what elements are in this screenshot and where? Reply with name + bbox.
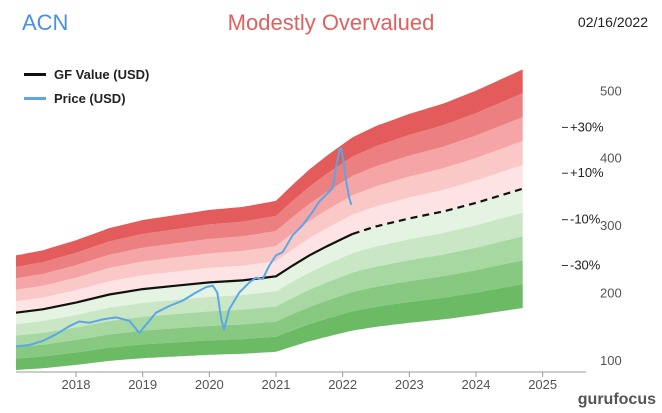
- overvalued-band-5: [16, 69, 523, 267]
- logo-part-guru: guru: [577, 391, 614, 408]
- chart-date: 02/16/2022: [577, 14, 648, 30]
- undervalued-band-5: [16, 284, 523, 370]
- overvalued-band-2: [16, 141, 523, 302]
- price-swatch: [24, 96, 46, 100]
- undervalued-band-1: [16, 188, 523, 325]
- undervalued-band-2: [16, 212, 523, 336]
- overvalued-band-4: [16, 93, 523, 279]
- undervalued-band-3: [16, 236, 523, 348]
- x-tick-label: 2021: [262, 377, 291, 392]
- band-label: +10%: [570, 165, 604, 180]
- x-tick-label: 2023: [395, 377, 424, 392]
- band-labels: +30% +10% -10% -30%: [562, 119, 604, 273]
- overvalued-band-1: [16, 164, 523, 313]
- gf-value-swatch: [24, 72, 46, 76]
- gurufocus-logo[interactable]: gurufocus: [578, 391, 656, 409]
- x-tick-label: 2020: [195, 377, 224, 392]
- y-tick-label: 200: [600, 285, 622, 300]
- band-label: +30%: [570, 119, 604, 134]
- y-tick-label: 500: [600, 83, 622, 98]
- legend-price-label: Price (USD): [54, 90, 126, 106]
- legend-item-gf-value[interactable]: GF Value (USD): [24, 62, 149, 86]
- x-tick-label: 2024: [462, 377, 491, 392]
- gf-value-projection-line: [352, 187, 524, 235]
- overvalued-band-3: [16, 117, 523, 290]
- price-line: [15, 147, 353, 348]
- series-lines: [15, 147, 524, 348]
- band-label: -10%: [570, 212, 601, 227]
- band-label: -30%: [570, 258, 601, 273]
- x-tick-label: 2018: [62, 377, 91, 392]
- ticker-symbol: ACN: [22, 10, 69, 35]
- chart-axes: 2018 2019 2020 2021 2022 2023 2024 2025 100 200 30…: [16, 83, 622, 392]
- valuation-title: Modestly Overvalued: [227, 10, 435, 35]
- x-tick-label: 2025: [528, 377, 557, 392]
- x-tick-label: 2019: [128, 377, 157, 392]
- legend-item-price[interactable]: Price (USD): [24, 86, 149, 110]
- valuation-bands: [16, 69, 523, 370]
- undervalued-band-4: [16, 260, 523, 359]
- y-tick-label: 300: [600, 218, 622, 233]
- logo-part-focus: focus: [613, 391, 656, 408]
- legend-gf-value-label: GF Value (USD): [54, 66, 150, 82]
- y-tick-label: 400: [600, 151, 622, 166]
- x-tick-label: 2022: [328, 377, 357, 392]
- y-tick-label: 100: [600, 353, 622, 368]
- legend: GF Value (USD) Price (USD): [24, 62, 149, 110]
- gf-value-line: [15, 232, 354, 314]
